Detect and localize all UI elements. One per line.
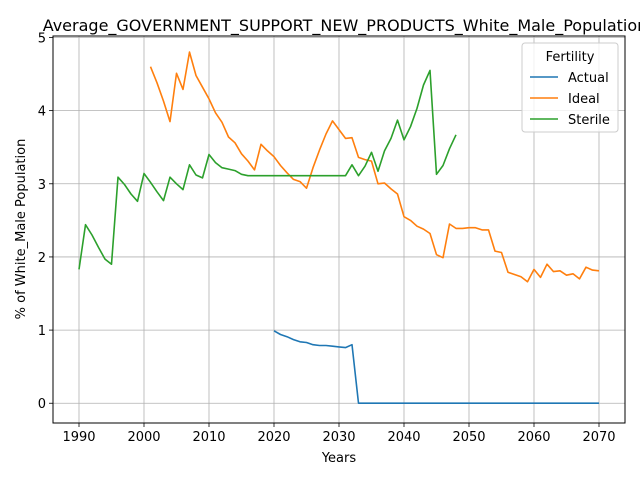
y-tick-label: 0	[38, 397, 46, 412]
x-tick-label: 1990	[62, 430, 95, 445]
x-tick-label: 2060	[517, 430, 550, 445]
x-axis: 1990 2000 2010 2020 2030 2040 2050 2060 2070	[62, 423, 616, 445]
x-tick-label: 2020	[257, 430, 290, 445]
x-tick-label: 2070	[582, 430, 615, 445]
x-tick-label: 2040	[387, 430, 420, 445]
legend-entry-actual: Actual	[568, 71, 609, 86]
x-tick-label: 2000	[127, 430, 160, 445]
y-tick-label: 2	[38, 251, 46, 266]
series-line-actual	[273, 330, 599, 405]
legend-title: Fertility	[546, 50, 595, 65]
y-tick-label: 3	[38, 178, 46, 193]
y-tick-label: 5	[38, 31, 46, 46]
legend: Fertility Actual Ideal Sterile	[521, 42, 619, 133]
series-lines	[78, 51, 600, 405]
x-tick-label: 2010	[192, 430, 225, 445]
x-tick-label: 2030	[322, 430, 355, 445]
series-line-sterile	[78, 69, 457, 270]
x-axis-label: Years	[321, 451, 357, 466]
y-axis-label: % of White_Male Population	[14, 139, 29, 320]
x-tick-label: 2050	[452, 430, 485, 445]
chart-title: Average_GOVERNMENT_SUPPORT_NEW_PRODUCTS_…	[43, 16, 640, 36]
legend-entry-sterile: Sterile	[568, 113, 610, 128]
legend-entry-ideal: Ideal	[568, 92, 600, 107]
y-tick-label: 1	[38, 324, 46, 339]
legend-box	[521, 42, 619, 133]
y-tick-label: 4	[38, 105, 46, 120]
y-axis: 0 1 2 3 4 5	[38, 31, 53, 412]
series-line-ideal	[149, 51, 600, 283]
